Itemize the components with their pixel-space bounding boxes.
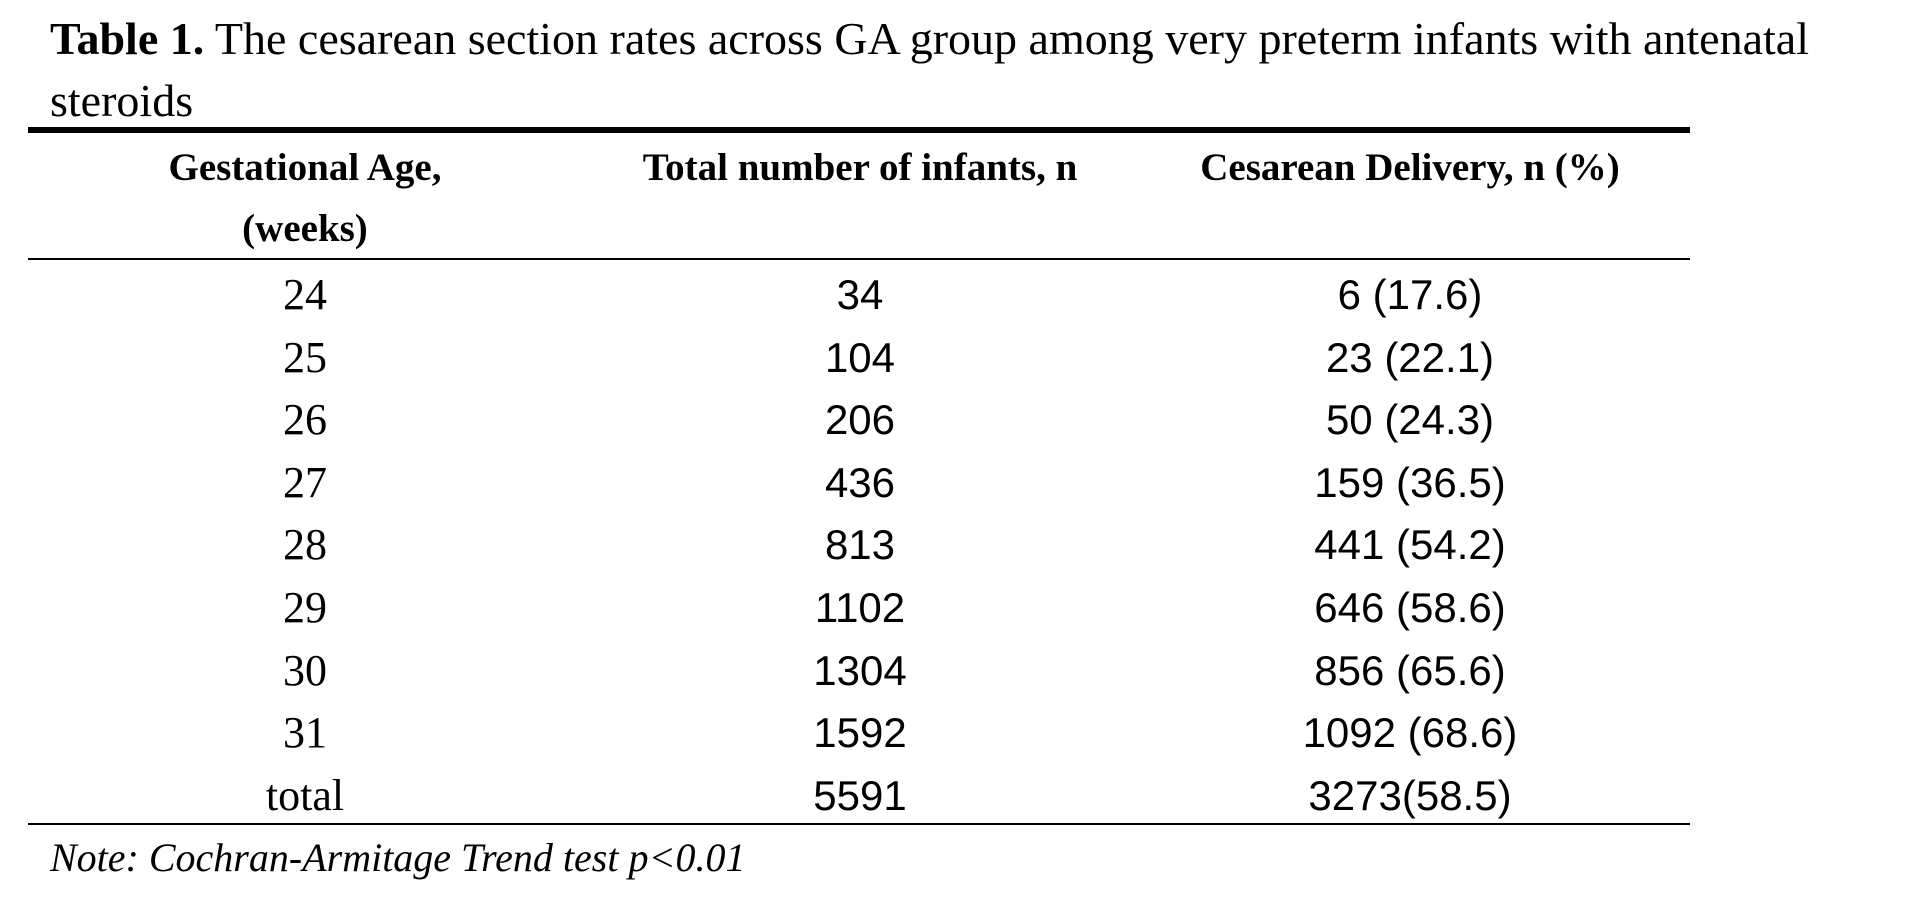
table-note: Note: Cochran-Armitage Trend test p<0.01: [50, 835, 746, 880]
cell-gestational-age: 29: [283, 582, 327, 632]
cell-total-infants: 104: [824, 333, 896, 381]
table-row: 27 436 159 (36.5): [0, 452, 1908, 515]
table-row: 29 1102 646 (58.6): [0, 577, 1908, 640]
table-bottom-rule: [28, 823, 1690, 825]
table-row: 25 104 23 (22.1): [0, 327, 1908, 390]
cell-gestational-age: 27: [283, 457, 327, 507]
table-row: 24 34 6 (17.6): [0, 264, 1908, 327]
cell-total-infants: 1102: [814, 583, 906, 631]
cell-gestational-age: 26: [283, 395, 327, 445]
cell-total-infants: 34: [836, 271, 884, 318]
header-cesarean-delivery: Cesarean Delivery, n (%): [1200, 146, 1620, 189]
cell-gestational-age: 30: [283, 645, 327, 695]
cell-cesarean: 646 (58.6): [1314, 583, 1506, 631]
cell-total-infants: 206: [824, 396, 896, 444]
cell-total-infants: 436: [824, 458, 896, 506]
cell-total-infants: 1592: [813, 709, 907, 757]
table-row: 26 206 50 (24.3): [0, 389, 1908, 452]
table-row: 28 813 441 (54.2): [0, 514, 1908, 577]
cell-cesarean: 159 (36.5): [1314, 458, 1506, 506]
header-gestational-age: Gestational Age, (weeks): [168, 146, 442, 250]
cell-cesarean: 1092 (68.6): [1302, 709, 1518, 757]
cell-cesarean: 3273(58.5): [1308, 771, 1512, 819]
header-total-infants: Total number of infants, n: [642, 146, 1078, 189]
cell-cesarean: 6 (17.6): [1337, 271, 1483, 318]
header-divider-rule: [28, 258, 1690, 260]
cell-gestational-age: 24: [283, 270, 327, 319]
cell-gestational-age: 25: [283, 332, 327, 382]
table-caption: Table 1. The cesarean section rates acro…: [50, 8, 1890, 132]
cell-cesarean: 441 (54.2): [1314, 521, 1506, 569]
cell-gestational-age: 31: [283, 708, 327, 758]
table-row-total: total 5591 3273(58.5): [0, 765, 1908, 828]
table-caption-text: The cesarean section rates across GA gro…: [50, 13, 1809, 126]
cell-gestational-age: total: [265, 770, 345, 820]
cell-total-infants: 1304: [813, 646, 907, 694]
table-caption-label: Table 1.: [50, 13, 205, 64]
cell-total-infants: 5591: [813, 771, 907, 819]
cell-cesarean: 23 (22.1): [1325, 333, 1495, 381]
table-body: 24 34 6 (17.6) 25 104 23 (22.1) 26 206 5…: [0, 264, 1908, 827]
table-row: 30 1304 856 (65.6): [0, 640, 1908, 703]
cell-total-infants: 813: [824, 521, 896, 569]
cell-cesarean: 50 (24.3): [1325, 396, 1495, 444]
cell-cesarean: 856 (65.6): [1314, 646, 1506, 694]
table-row: 31 1592 1092 (68.6): [0, 702, 1908, 765]
cell-gestational-age: 28: [283, 520, 327, 570]
table-top-rule: [28, 127, 1690, 133]
